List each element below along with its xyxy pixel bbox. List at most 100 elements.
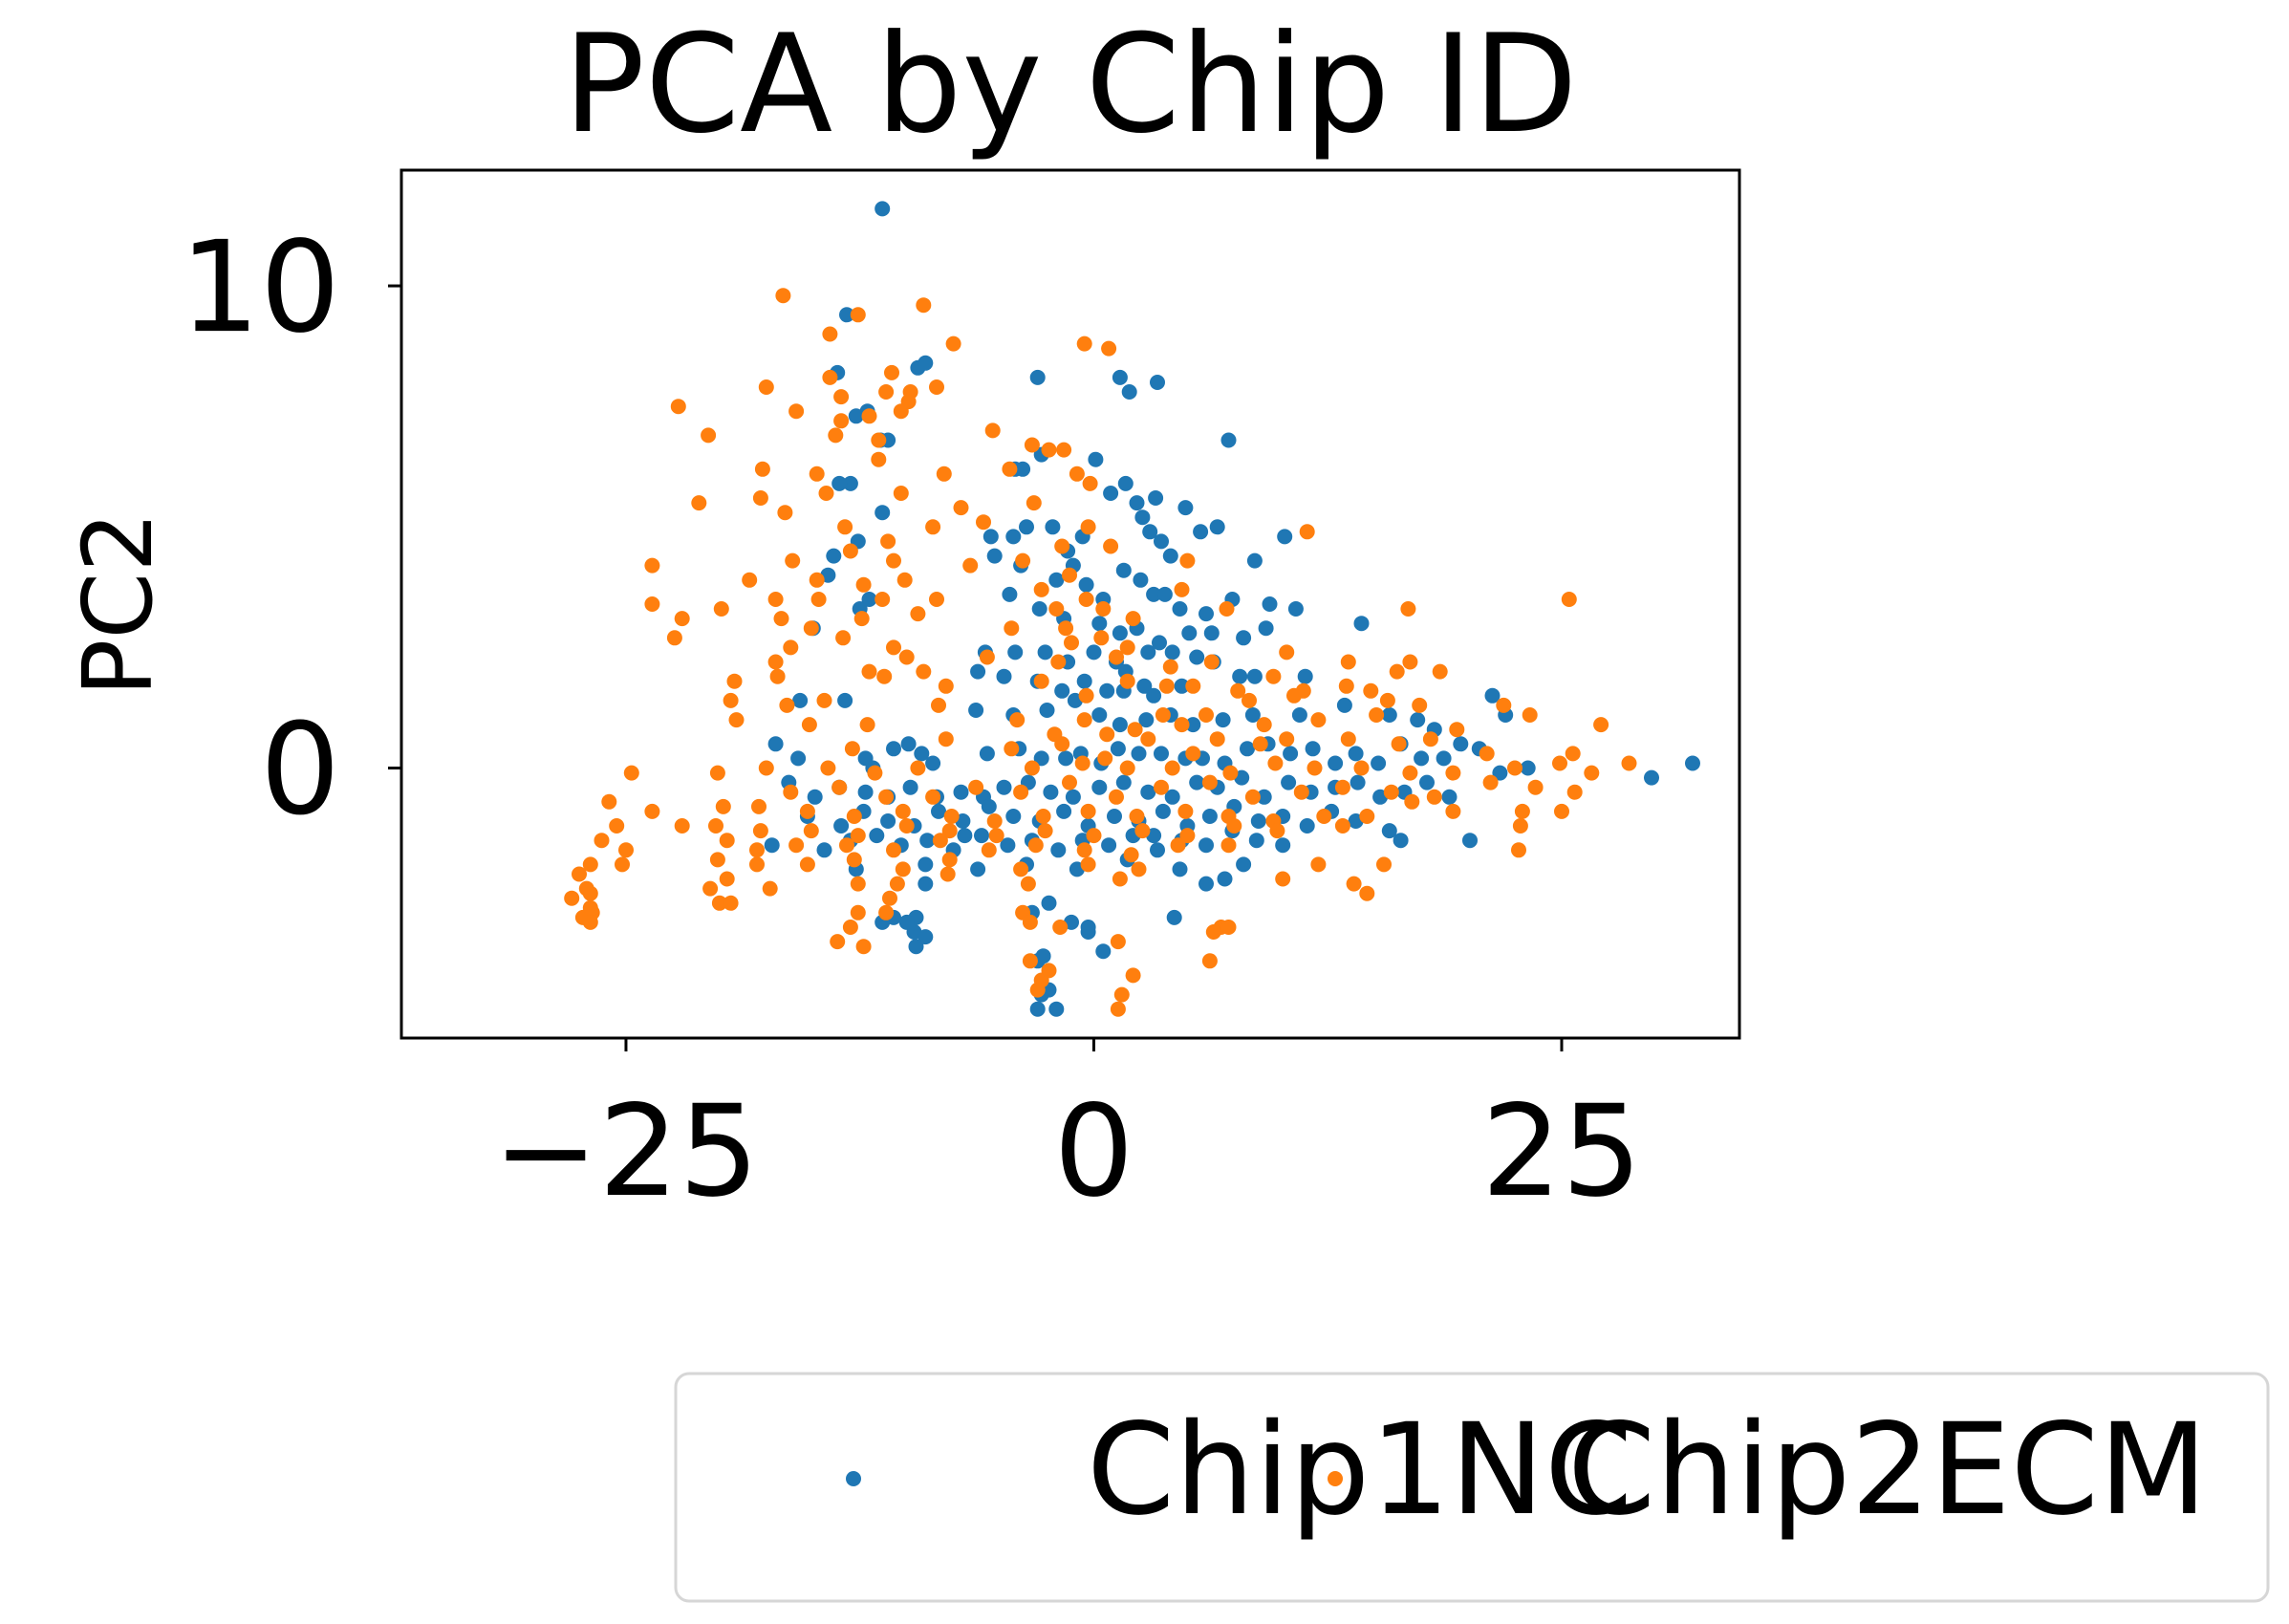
point-chip1nc-113 — [1410, 712, 1426, 728]
point-chip2ecm-125 — [1242, 692, 1257, 708]
point-chip1nc-41 — [1246, 552, 1263, 569]
point-chip2ecm-290 — [1022, 914, 1038, 930]
point-chip2ecm-46 — [1054, 538, 1070, 554]
point-chip2ecm-202 — [895, 803, 911, 819]
point-chip1nc-236 — [957, 828, 973, 844]
point-chip2ecm-163 — [867, 765, 883, 781]
point-chip2ecm-63 — [1174, 581, 1190, 597]
point-chip2ecm-281 — [711, 895, 727, 911]
point-chip1nc-235 — [1198, 876, 1214, 892]
point-chip2ecm-148 — [1097, 750, 1113, 767]
point-chip2ecm-283 — [882, 890, 897, 906]
point-chip2ecm-141 — [1369, 707, 1385, 723]
point-chip1nc-213 — [974, 828, 989, 844]
point-chip2ecm-47 — [1103, 538, 1119, 554]
point-chip1nc-170 — [1189, 774, 1205, 790]
point-chip2ecm-169 — [1222, 765, 1239, 781]
point-chip2ecm-288 — [855, 939, 872, 955]
point-chip2ecm-29 — [871, 451, 887, 467]
point-chip1nc-121 — [886, 741, 901, 757]
point-chip2ecm-123 — [1155, 707, 1171, 723]
point-chip2ecm-173 — [1402, 765, 1418, 781]
point-chip2ecm-64 — [767, 592, 784, 607]
point-chip1nc-92 — [1099, 682, 1115, 699]
point-chip1nc-9 — [848, 408, 864, 424]
point-chip2ecm-58 — [809, 572, 825, 588]
point-chip2ecm-246 — [1170, 837, 1186, 854]
point-chip1nc-185 — [880, 813, 896, 829]
point-chip2ecm-21 — [828, 427, 844, 444]
point-chip2ecm-35 — [752, 490, 768, 506]
point-chip2ecm-6 — [1101, 340, 1117, 357]
point-chip2ecm-71 — [1219, 601, 1235, 617]
point-chip1nc-242 — [898, 914, 915, 930]
point-chip2ecm-112 — [1158, 678, 1175, 694]
legend-label-chip1nc: Chip1NC — [1087, 1397, 1632, 1544]
point-chip1nc-36 — [1142, 524, 1158, 540]
legend-label-chip2ecm: Chip2ECM — [1567, 1397, 2208, 1544]
point-chip2ecm-221 — [803, 823, 819, 839]
point-chip1nc-196 — [1155, 803, 1171, 819]
point-chip2ecm-225 — [988, 828, 1004, 844]
point-chip2ecm-77 — [773, 611, 789, 627]
point-chip1nc-112 — [1381, 707, 1397, 723]
point-chip2ecm-252 — [709, 852, 725, 868]
point-chip2ecm-48 — [1299, 524, 1315, 540]
point-chip2ecm-127 — [1363, 682, 1379, 699]
point-chip1nc-56 — [1262, 596, 1278, 612]
point-chip2ecm-37 — [818, 486, 834, 501]
point-chip1nc-143 — [1371, 755, 1387, 771]
point-chip2ecm-201 — [846, 809, 862, 824]
point-chip1nc-180 — [1419, 774, 1435, 790]
point-chip1nc-107 — [1185, 717, 1201, 733]
point-chip1nc-181 — [1441, 789, 1458, 805]
point-chip2ecm-271 — [1020, 876, 1036, 892]
point-chip1nc-24 — [1129, 495, 1145, 511]
point-chip2ecm-49 — [644, 557, 660, 574]
point-chip1nc-167 — [1115, 774, 1132, 790]
point-chip2ecm-128 — [1379, 692, 1395, 708]
point-chip1nc-88 — [996, 668, 1012, 684]
point-chip2ecm-81 — [1004, 620, 1020, 637]
point-chip2ecm-116 — [1389, 663, 1405, 680]
point-chip1nc-69 — [1353, 616, 1370, 632]
point-chip2ecm-50 — [785, 552, 801, 569]
point-chip2ecm-215 — [1514, 803, 1530, 819]
point-chip2ecm-211 — [1316, 809, 1332, 824]
point-chip1nc-128 — [1058, 750, 1074, 767]
point-chip2ecm-193 — [1426, 789, 1442, 805]
point-chip2ecm-107 — [726, 673, 743, 689]
point-chip2ecm-216 — [1554, 803, 1569, 819]
point-chip2ecm-84 — [666, 630, 682, 646]
point-chip2ecm-4 — [945, 336, 961, 352]
point-chip2ecm-133 — [801, 717, 817, 733]
chart-title: PCA by Chip ID — [563, 6, 1577, 163]
point-chip2ecm-267 — [762, 880, 778, 897]
point-chip1nc-202 — [1299, 818, 1315, 834]
point-chip2ecm-162 — [820, 760, 836, 776]
point-chip2ecm-189 — [1244, 789, 1261, 805]
point-chip2ecm-99 — [861, 663, 877, 680]
point-chip2ecm-40 — [976, 514, 991, 531]
point-chip2ecm-220 — [752, 823, 768, 839]
point-chip2ecm-86 — [835, 630, 852, 646]
point-chip1nc-250 — [1236, 856, 1252, 873]
y-axis: 0 10 — [180, 214, 401, 844]
point-chip1nc-258 — [1217, 871, 1233, 887]
point-chip2ecm-274 — [1346, 876, 1362, 892]
point-chip1nc-165 — [1065, 789, 1081, 805]
point-chip2ecm-223 — [898, 818, 915, 834]
point-chip1nc-75 — [1037, 644, 1053, 660]
point-chip1nc-104 — [1112, 717, 1128, 733]
point-chip1nc-169 — [1164, 789, 1180, 805]
point-chip1nc-168 — [1140, 784, 1156, 800]
point-chip1nc-207 — [816, 842, 832, 858]
point-chip1nc-253 — [1035, 948, 1051, 964]
point-chip2ecm-55 — [1062, 567, 1077, 583]
point-chip2ecm-184 — [1013, 784, 1029, 800]
point-chip1nc-257 — [1029, 1001, 1046, 1017]
point-chip2ecm-181 — [878, 789, 895, 805]
point-chip2ecm-218 — [644, 803, 660, 819]
point-chip1nc-35 — [1134, 509, 1151, 526]
